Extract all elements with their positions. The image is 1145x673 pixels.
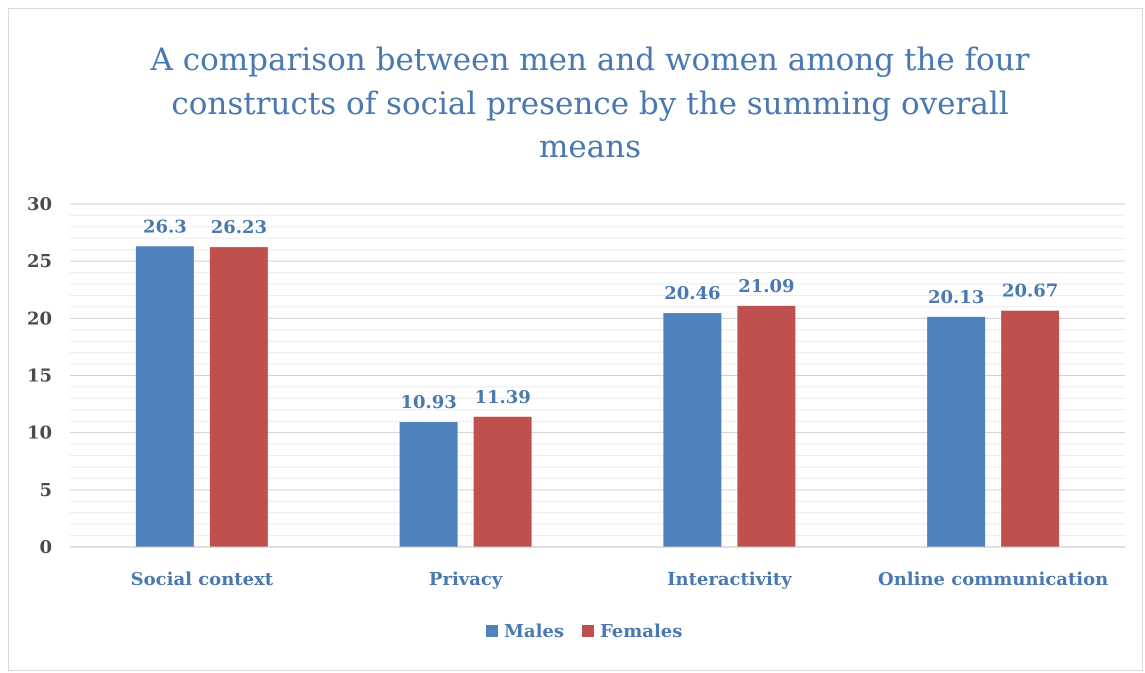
x-category-label: Privacy [429, 569, 503, 590]
chart-title-line: A comparison between men and women among… [149, 42, 1029, 78]
x-category-label: Online communication [878, 569, 1108, 590]
chart-title-line: means [539, 129, 641, 165]
y-tick-label: 10 [27, 423, 52, 444]
bar-females-2 [737, 305, 796, 547]
y-tick-label: 15 [27, 366, 52, 387]
y-tick-label: 20 [27, 308, 52, 329]
data-label: 10.93 [400, 392, 456, 413]
data-label: 20.13 [928, 287, 984, 308]
y-tick-label: 30 [27, 194, 52, 215]
bar-females-1 [473, 416, 532, 547]
data-label: 26.23 [211, 217, 267, 238]
y-tick-label: 5 [39, 480, 52, 501]
bar-males-3 [927, 316, 986, 547]
bar-females-3 [1001, 310, 1060, 547]
legend-label-females: Females [600, 621, 682, 642]
data-label: 20.46 [664, 283, 720, 304]
chart-title-line: constructs of social presence by the sum… [171, 86, 1008, 122]
data-label: 11.39 [474, 387, 530, 408]
bar-females-0 [209, 247, 268, 547]
data-label: 20.67 [1002, 281, 1058, 302]
x-category-label: Social context [131, 569, 274, 590]
data-label: 21.09 [738, 276, 794, 297]
legend-label-males: Males [504, 621, 564, 642]
bar-males-0 [135, 246, 194, 547]
y-tick-label: 0 [39, 537, 52, 558]
x-category-label: Interactivity [667, 569, 792, 590]
y-tick-label: 25 [27, 251, 52, 272]
legend-swatch-females [582, 625, 594, 637]
data-label: 26.3 [143, 216, 187, 237]
legend-swatch-males [486, 625, 498, 637]
bar-males-2 [663, 313, 722, 547]
bar-males-1 [399, 422, 458, 547]
